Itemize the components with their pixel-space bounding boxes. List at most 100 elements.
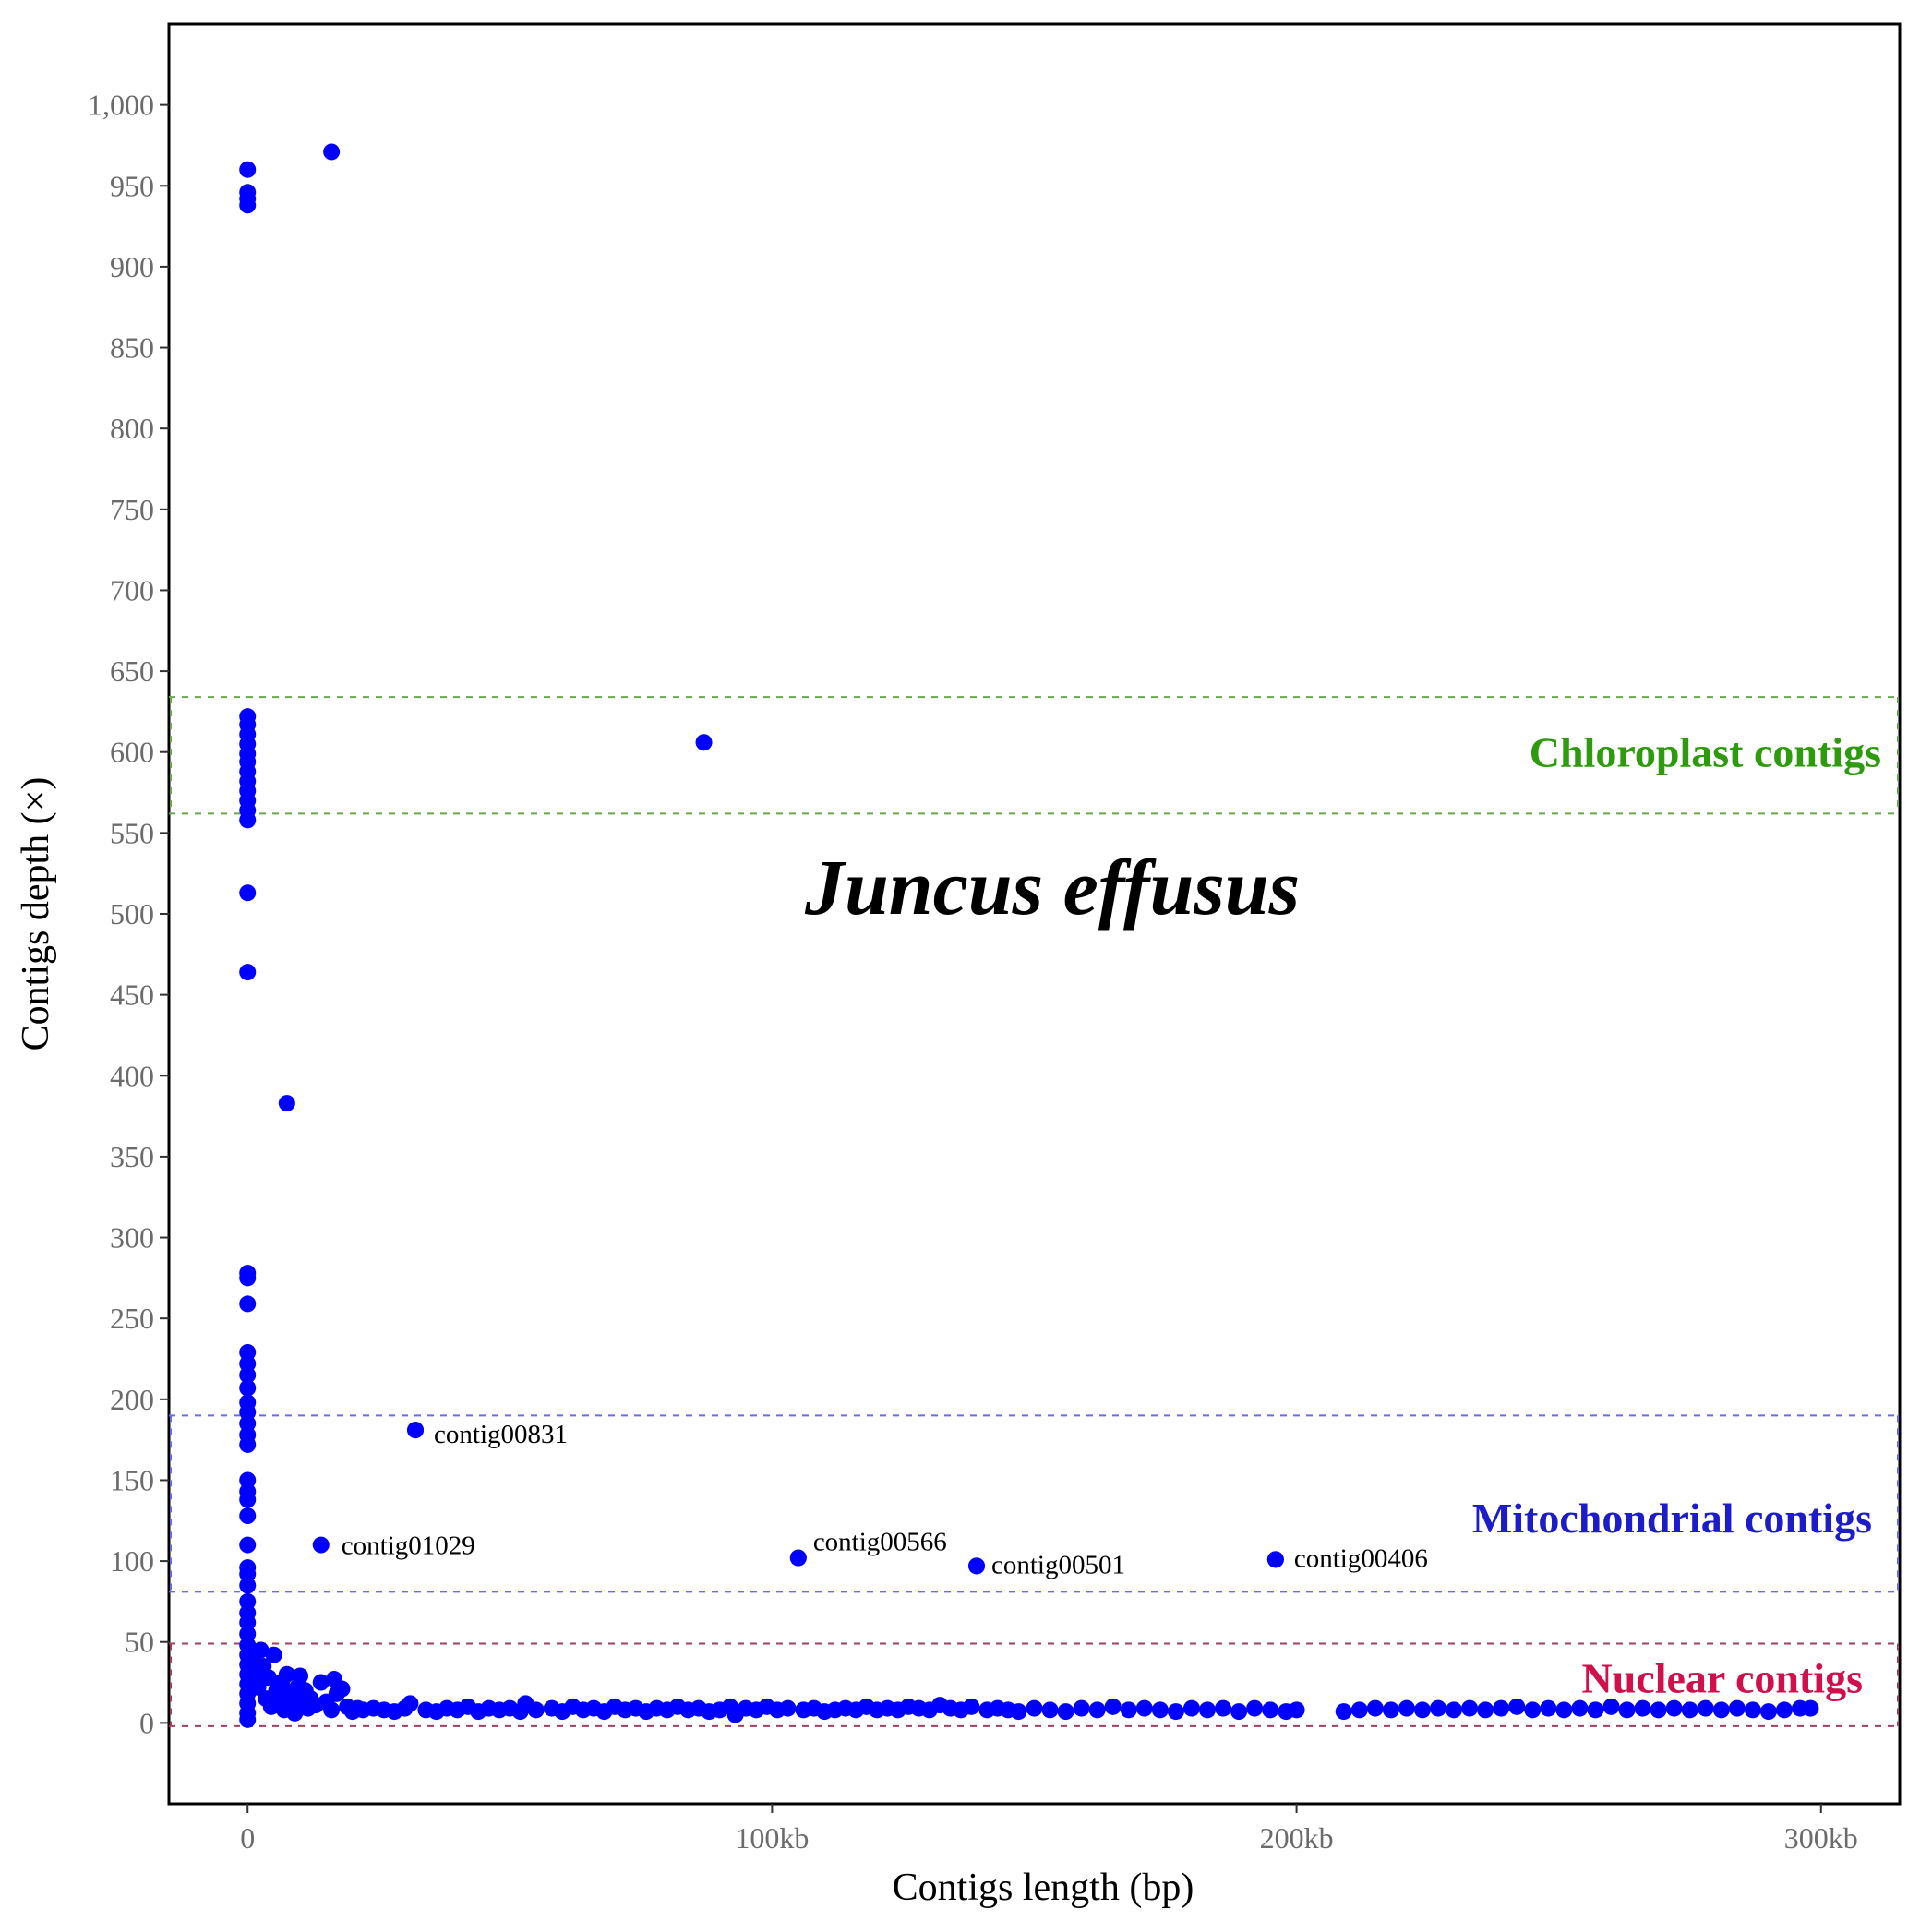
x-tick-label: 0 (240, 1821, 255, 1855)
y-tick-label: 750 (110, 493, 154, 526)
point-label-contig00406: contig00406 (1294, 1543, 1428, 1573)
y-tick-label: 200 (110, 1383, 154, 1416)
data-point (1587, 1701, 1604, 1719)
data-point (239, 1366, 257, 1384)
data-point (333, 1680, 351, 1698)
data-point (1266, 1551, 1284, 1568)
data-point (1555, 1701, 1573, 1719)
data-point (1413, 1701, 1431, 1719)
data-point (1041, 1701, 1059, 1719)
data-point (1681, 1701, 1698, 1719)
data-point (789, 1549, 807, 1567)
y-tick-label: 100 (110, 1544, 154, 1578)
data-point (1728, 1699, 1746, 1717)
data-point (239, 811, 257, 829)
data-point (1398, 1699, 1415, 1717)
data-point (1230, 1703, 1248, 1721)
data-point (1120, 1701, 1137, 1719)
data-point (278, 1095, 295, 1112)
data-point (1246, 1699, 1264, 1717)
x-axis: 0 100kb 200kb 300kb (240, 1804, 1858, 1855)
data-point (1057, 1703, 1074, 1721)
mitochondrial-contigs-label: Mitochondrial contigs (1472, 1495, 1872, 1542)
data-point (1288, 1701, 1305, 1719)
data-point (1618, 1701, 1636, 1719)
data-point (239, 1711, 257, 1728)
point-label-contig00566: contig00566 (813, 1528, 947, 1557)
data-point (1508, 1698, 1526, 1715)
data-point (695, 734, 713, 751)
data-point (1151, 1701, 1169, 1719)
data-point (1335, 1703, 1352, 1721)
y-tick-label: 0 (139, 1706, 154, 1739)
data-point (1215, 1699, 1232, 1717)
data-points (239, 143, 1819, 1728)
data-point (239, 161, 257, 178)
data-point (402, 1695, 419, 1712)
y-tick-label: 450 (110, 979, 154, 1012)
point-label-contig00501: contig00501 (991, 1550, 1125, 1579)
data-point (1262, 1701, 1279, 1719)
data-point (312, 1536, 330, 1554)
y-tick-label: 850 (110, 331, 154, 365)
y-tick-label: 900 (110, 250, 154, 283)
data-point (239, 197, 257, 214)
data-point (779, 1699, 797, 1717)
chloroplast-contigs-band: Chloroplast contigs (169, 696, 1900, 815)
data-point (1744, 1701, 1761, 1719)
y-tick-label: 50 (125, 1626, 154, 1659)
y-tick-label: 600 (110, 736, 154, 769)
y-tick-label: 350 (110, 1140, 154, 1173)
region-bands: Chloroplast contigs Mitochondrial contigs… (169, 696, 1900, 1727)
point-labels: contig00831 contig01029 contig00566 contig0… (342, 1420, 1428, 1579)
data-point (527, 1701, 545, 1719)
data-point (1571, 1699, 1589, 1717)
y-axis-title: Contigs depth (×) (15, 777, 57, 1051)
data-point (1634, 1699, 1651, 1717)
data-point (1802, 1699, 1819, 1717)
nuclear-contigs-band: Nuclear contigs (169, 1642, 1900, 1727)
data-point (1104, 1698, 1122, 1715)
point-label-contig00831: contig00831 (434, 1420, 568, 1449)
data-point (265, 1646, 282, 1663)
data-point (1540, 1699, 1557, 1717)
data-point (1493, 1699, 1510, 1717)
y-tick-label: 400 (110, 1059, 154, 1092)
data-point (239, 1379, 257, 1397)
data-point (1712, 1701, 1730, 1719)
y-tick-label: 950 (110, 169, 154, 202)
data-point (1135, 1699, 1153, 1717)
y-tick-label: 500 (110, 897, 154, 930)
y-tick-label: 150 (110, 1463, 154, 1496)
data-point (278, 1665, 295, 1683)
data-point (239, 1269, 257, 1287)
data-point (239, 884, 257, 902)
y-tick-label: 650 (110, 654, 154, 688)
data-point (1602, 1698, 1620, 1715)
data-point (1199, 1701, 1216, 1719)
y-axis: 0 50 100 150 200 250 300 350 400 450 500 550 600 650 7… (88, 89, 169, 1739)
data-point (1477, 1701, 1494, 1719)
data-point (323, 143, 341, 161)
data-point (1026, 1699, 1043, 1717)
data-point (1167, 1703, 1184, 1721)
data-point (239, 1295, 257, 1313)
data-point (1461, 1699, 1479, 1717)
chloroplast-contigs-label: Chloroplast contigs (1530, 729, 1881, 776)
y-tick-label: 250 (110, 1302, 154, 1335)
y-tick-label: 550 (110, 816, 154, 849)
data-point (963, 1698, 980, 1715)
point-label-contig01029: contig01029 (342, 1531, 475, 1561)
data-point (1650, 1701, 1667, 1719)
data-point (1665, 1699, 1683, 1717)
x-tick-label: 100kb (735, 1821, 809, 1855)
data-point (1697, 1699, 1714, 1717)
data-point (239, 1536, 257, 1554)
data-point (312, 1674, 330, 1691)
data-point (239, 1491, 257, 1508)
data-point (1088, 1701, 1106, 1719)
data-point (1182, 1699, 1200, 1717)
data-point (252, 1641, 270, 1659)
data-point (239, 964, 257, 981)
